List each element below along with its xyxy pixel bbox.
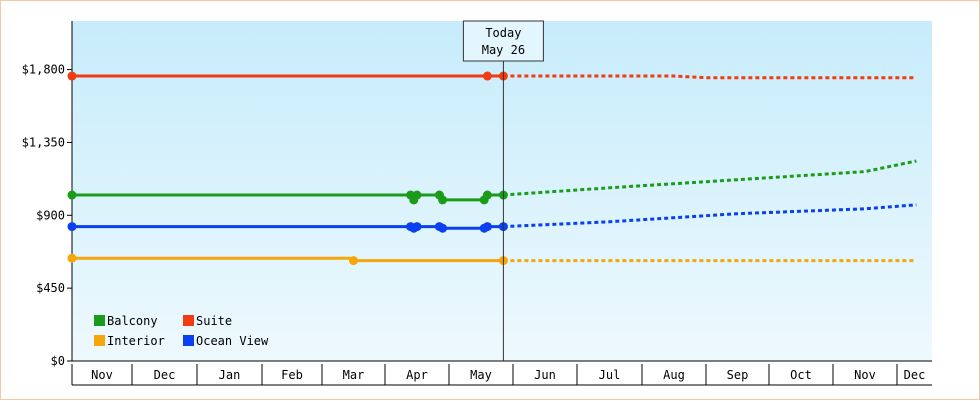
y-tick-label: $900 [36,208,65,222]
y-tick-label: $0 [51,354,65,368]
x-tick-label: Dec [904,368,926,382]
legend-label-ocean-view: Ocean View [196,334,269,348]
series-ocean-view-point [438,223,448,233]
series-suite-forecast-line [503,74,917,80]
series-suite-point [67,71,77,81]
series-balcony-forecast-line [503,159,917,197]
legend-label-balcony: Balcony [107,314,158,328]
x-tick-label: Sep [727,368,749,382]
x-tick-label: Nov [854,368,876,382]
legend-label-suite: Suite [196,314,232,328]
series-balcony [67,159,917,205]
y-tick-label: $1,350 [22,135,65,149]
today-label: Today [485,26,521,40]
legend-swatch-interior [94,335,105,346]
series-ocean-view-forecast-line [503,203,917,229]
x-tick-label: Oct [790,368,812,382]
x-tick-label: May [470,368,492,382]
series-ocean-view [67,203,917,233]
x-tick-label: Jul [599,368,621,382]
y-tick-label: $1,800 [22,63,65,77]
y-tick-label: $450 [36,281,65,295]
x-tick-label: Feb [281,368,303,382]
series-balcony-point [67,190,77,200]
legend-swatch-balcony [94,315,105,326]
legend-label-interior: Interior [107,334,165,348]
today-box [462,20,544,62]
series-suite-point [482,71,492,81]
today-date: May 26 [482,43,525,57]
x-tick-label: Jan [219,368,241,382]
x-tick-label: Mar [343,368,365,382]
x-tick-label: Nov [91,368,113,382]
series-balcony-point [412,190,422,200]
series-ocean-view-point [482,222,492,232]
x-tick-label: Aug [663,368,685,382]
x-tick-label: Jun [534,368,556,382]
legend-swatch-suite [183,315,194,326]
series-balcony-point [482,190,492,200]
legend-swatch-ocean-view [183,335,194,346]
x-tick-label: Apr [406,368,428,382]
series-interior-point [349,256,358,266]
x-tick-label: Dec [154,368,176,382]
series-interior-point [67,253,77,263]
series-balcony-point [438,195,448,205]
series-ocean-view-point [67,222,77,232]
series-ocean-view-point [412,222,422,232]
